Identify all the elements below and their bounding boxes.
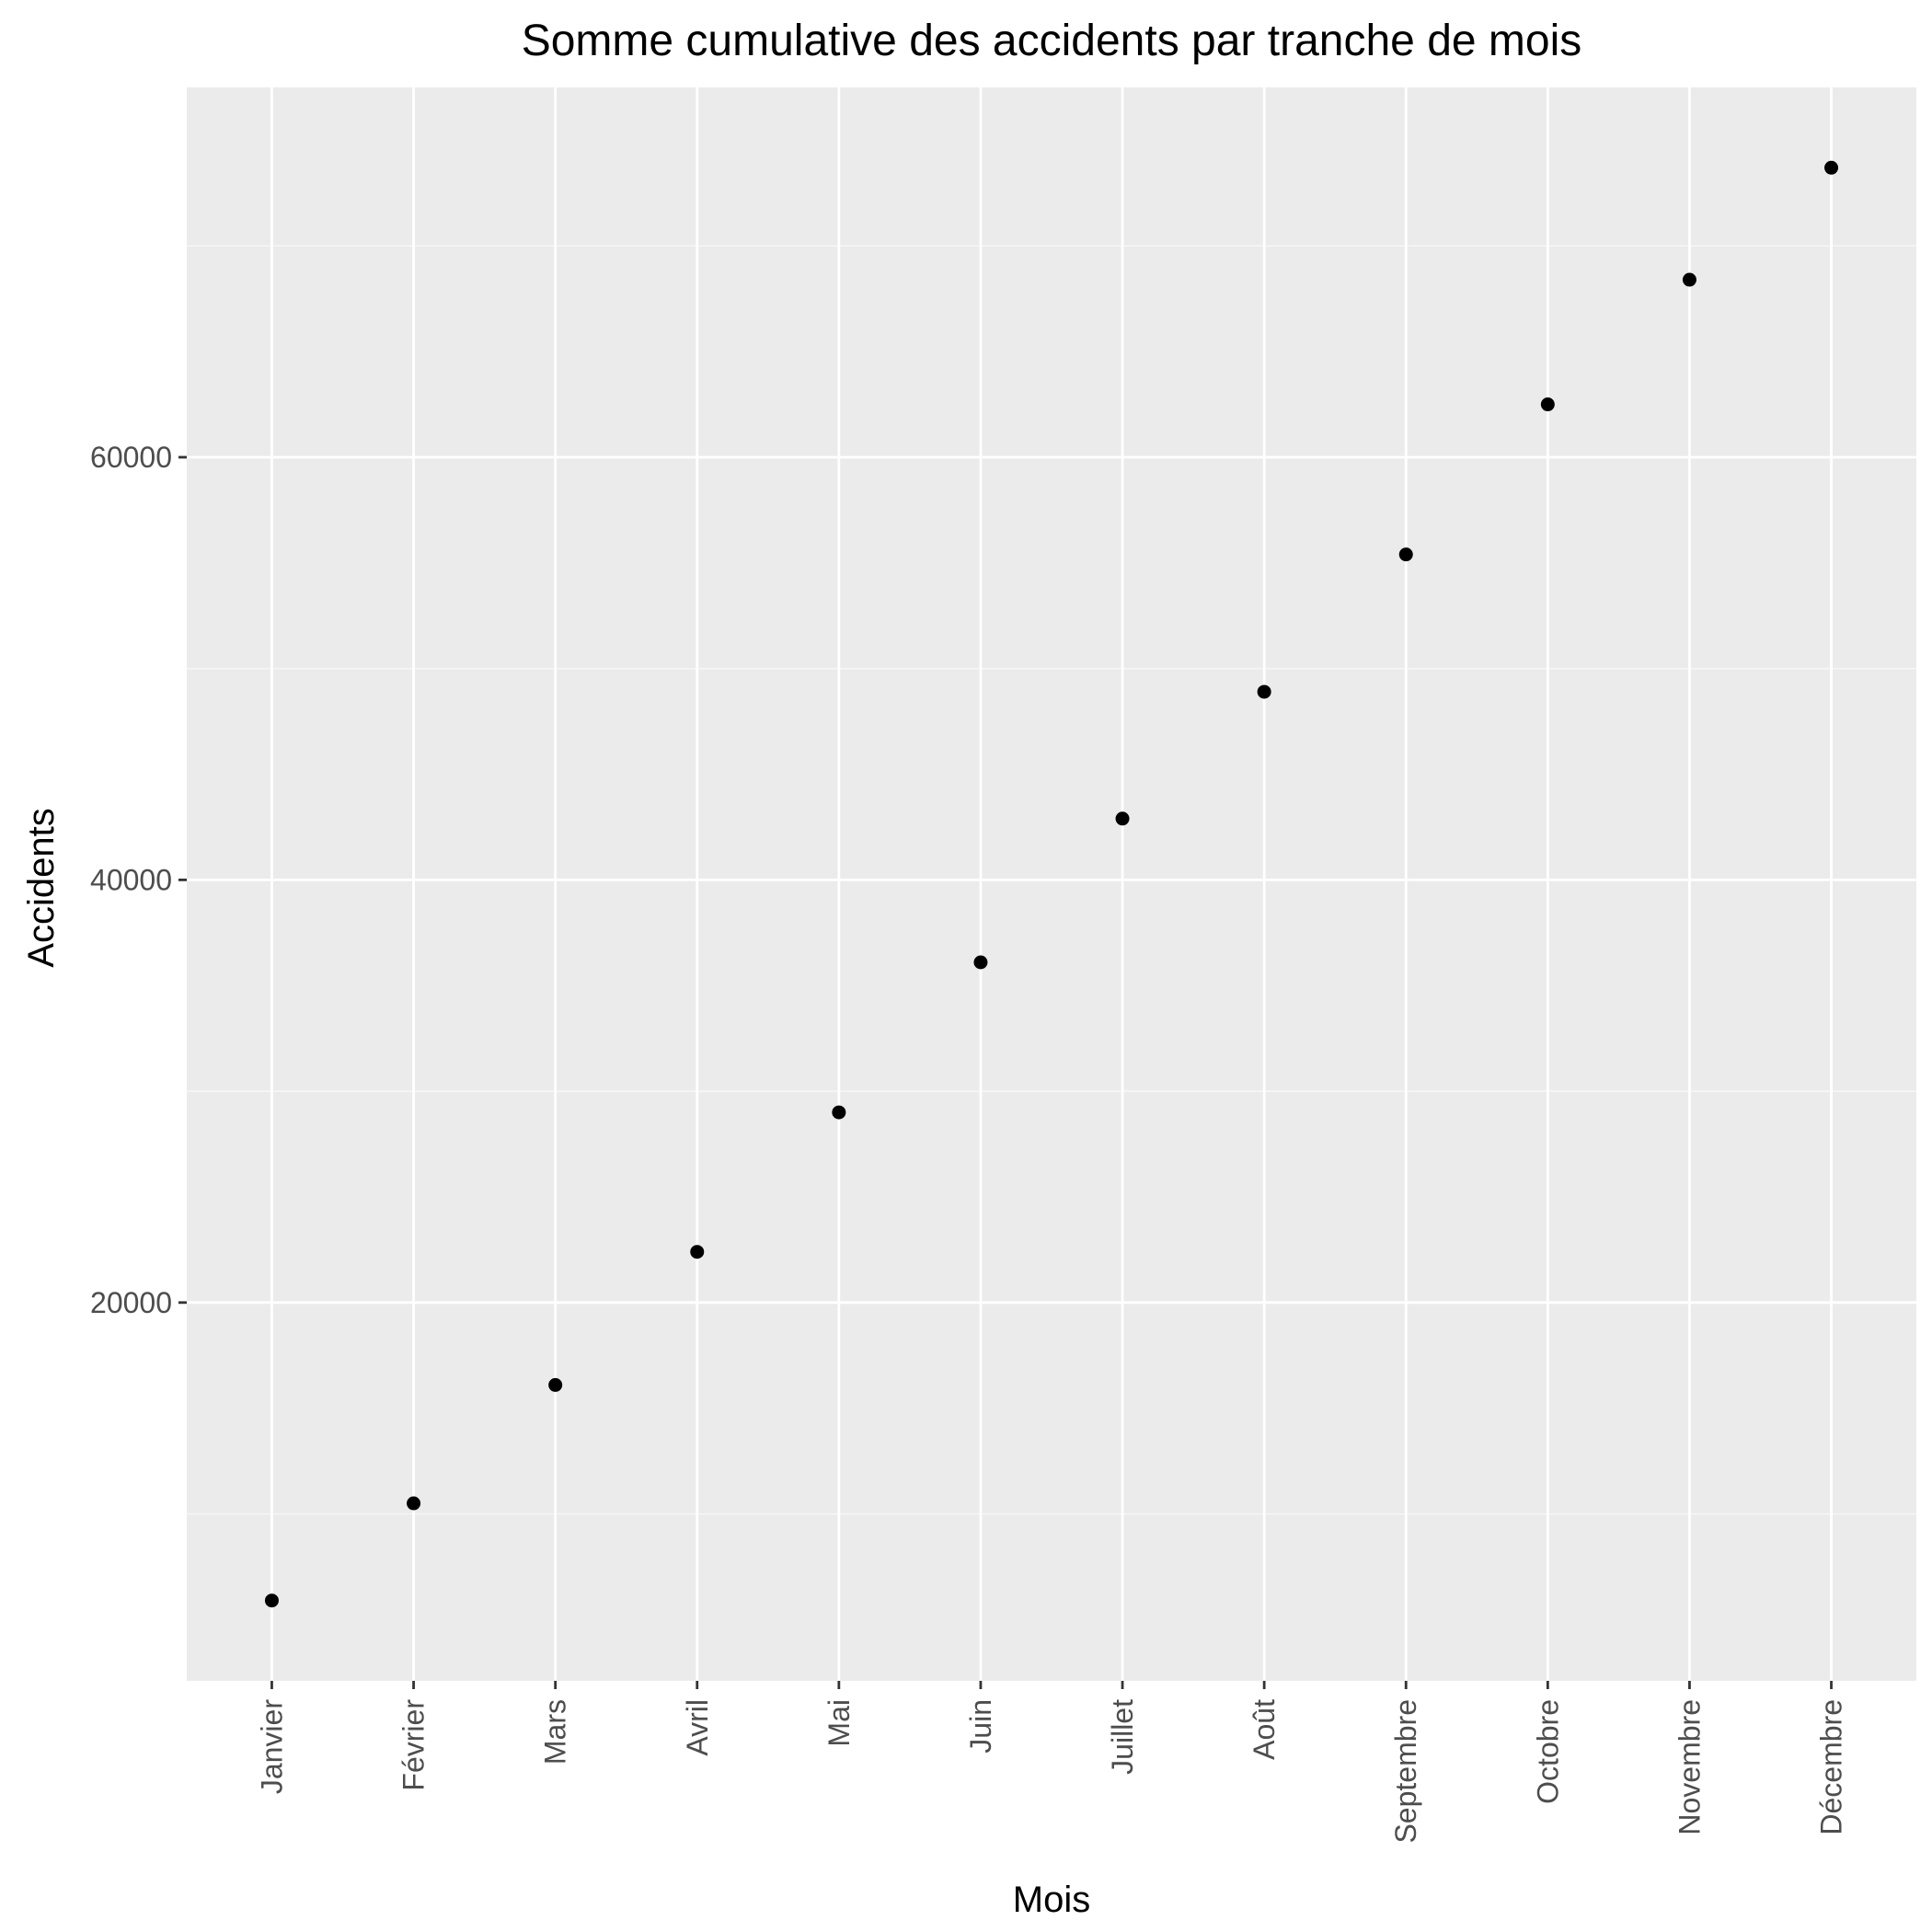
x-tick-label: Décembre: [1815, 1699, 1848, 1835]
data-point: [832, 1105, 846, 1120]
y-tick-label: 60000: [90, 441, 172, 474]
chart-title: Somme cumulative des accidents par tranc…: [522, 17, 1582, 65]
x-tick-label: Septembre: [1389, 1699, 1422, 1844]
x-tick-label: Juin: [964, 1699, 997, 1754]
major-gridlines-y: [187, 455, 1916, 1305]
x-tick-label: Novembre: [1673, 1699, 1706, 1835]
x-tick-label: Août: [1248, 1699, 1281, 1760]
data-point: [1540, 397, 1555, 412]
x-tick-label: Juillet: [1106, 1699, 1139, 1775]
x-tick-label: Février: [397, 1699, 431, 1791]
y-tick-label: 40000: [90, 863, 172, 896]
data-point: [973, 955, 988, 970]
x-axis-title: Mois: [1013, 1880, 1090, 1920]
x-tick-label: Octobre: [1531, 1699, 1564, 1804]
data-point: [548, 1377, 563, 1392]
data-point: [407, 1496, 421, 1511]
data-point: [264, 1593, 279, 1608]
x-axis: Janvier Février Mars Avril Mai Juin Juillet Aoû…: [255, 1681, 1848, 1844]
data-point: [1398, 547, 1413, 562]
y-tick-label: 20000: [90, 1286, 172, 1319]
data-point: [690, 1245, 705, 1259]
x-tick-label: Janvier: [255, 1699, 288, 1795]
x-tick-label: Avril: [681, 1699, 714, 1756]
x-tick-label: Mai: [822, 1699, 856, 1747]
y-axis-title: Accidents: [21, 808, 62, 967]
plot-panel: [187, 87, 1916, 1681]
data-point: [1824, 160, 1839, 175]
data-point: [1257, 684, 1271, 699]
data-point: [1115, 811, 1130, 826]
data-point: [1682, 272, 1696, 287]
x-tick-label: Mars: [539, 1699, 572, 1765]
y-axis: 20000 40000 60000: [90, 441, 187, 1319]
major-gridlines-x: [270, 87, 1833, 1681]
data-points: [264, 160, 1839, 1608]
minor-gridlines: [187, 245, 1916, 1515]
